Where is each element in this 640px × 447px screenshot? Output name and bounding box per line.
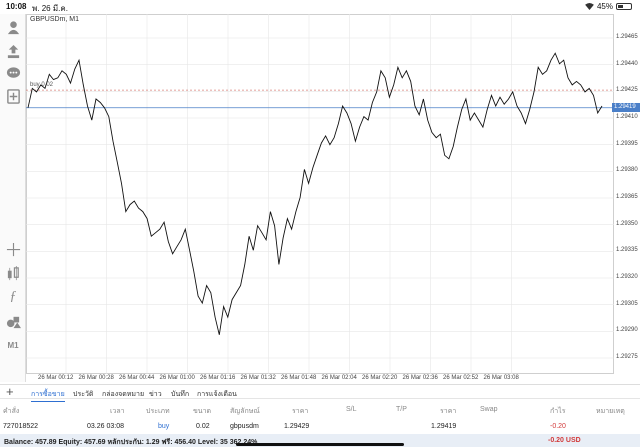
wifi-icon [585, 3, 594, 10]
price-axis: 1.29465 1.29440 1.29425 1.29410 1.29395 1.293… [614, 14, 640, 384]
tab-trade[interactable]: การซื้อขาย [31, 389, 65, 402]
price-tick-label: 1.29410 [616, 114, 638, 120]
order-size: 0.02 [196, 423, 210, 430]
tab-history[interactable]: ประวัติ [73, 391, 94, 398]
balance-row: Balance: 457.89 Equity: 457.69 หลักประกั… [0, 434, 640, 447]
price-tick-label: 1.29465 [616, 34, 638, 40]
col-time: เวลา [110, 408, 125, 415]
time-tick-label: 26 Mar 03:08 [483, 375, 519, 381]
price-tick-label: 1.29365 [616, 194, 638, 200]
col-current-price: ราคา [440, 408, 457, 415]
tab-news[interactable]: ข่าว [149, 391, 162, 398]
order-open-price: 1.29429 [284, 423, 310, 430]
buy-line-label: buy 0.02 [30, 82, 54, 89]
time-axis: 26 Mar 00:12 26 Mar 00:28 26 Mar 00:44 26 M… [26, 373, 640, 383]
col-symbol: สัญลักษณ์ [230, 408, 260, 415]
price-chart[interactable]: GBPUSDm, M1 [26, 14, 614, 384]
col-sl: S/L [346, 406, 357, 413]
time-tick-label: 26 Mar 00:28 [78, 375, 114, 381]
objects-icon[interactable] [4, 312, 22, 330]
balance-summary: Balance: 457.89 Equity: 457.69 หลักประกั… [4, 439, 258, 446]
chart-canvas[interactable] [26, 14, 614, 374]
price-tick-label: 1.29350 [616, 220, 638, 227]
order-symbol: gbpusdm [230, 423, 259, 430]
status-date: พ. 26 มี.ค. [32, 4, 68, 13]
order-profit: -0.20 [550, 423, 566, 430]
order-type: buy [158, 423, 170, 430]
price-tick-label: 1.29320 [616, 274, 638, 280]
col-tp: T/P [396, 406, 407, 413]
price-tick-label: 1.29425 [616, 87, 638, 94]
time-tick-label: 26 Mar 01:00 [159, 375, 195, 381]
col-swap: Swap [480, 406, 498, 413]
tab-journal[interactable]: บันทึก [171, 391, 190, 398]
price-tick-label: 1.29305 [616, 300, 638, 307]
total-profit: -0.20 USD [548, 437, 581, 444]
chart-frame [26, 14, 614, 374]
new-order-icon[interactable] [4, 87, 22, 105]
price-tick-label: 1.29290 [616, 327, 638, 334]
timeframe-button[interactable]: M1 [7, 340, 19, 350]
tab-mailbox[interactable]: กล่องจดหมาย [102, 391, 145, 398]
battery-percent: 45% [596, 2, 613, 11]
status-bar: 10:08 พ. 26 มี.ค. 45% [0, 0, 640, 14]
price-tick-label: 1.29440 [616, 60, 638, 67]
left-toolbar: ƒ M1 [0, 14, 26, 382]
col-comment: หมายเหตุ [596, 408, 625, 415]
price-series-line [27, 52, 603, 335]
status-time: 10:08 [6, 2, 27, 11]
indicators-icon[interactable] [4, 264, 22, 282]
col-type: ประเภท [146, 408, 170, 415]
status-right: 45% [585, 2, 632, 11]
price-tick-label: 1.29275 [616, 354, 638, 360]
order-current-price: 1.29419 [431, 423, 457, 430]
function-icon[interactable]: ƒ [9, 289, 17, 304]
order-time: 03.26 03:08 [87, 423, 124, 430]
current-price-marker: 1.29419 [612, 103, 640, 113]
time-tick-label: 26 Mar 00:44 [119, 375, 155, 381]
col-size: ขนาด [193, 408, 212, 415]
col-profit: กำไร [550, 408, 566, 415]
time-tick-label: 26 Mar 02:20 [362, 375, 398, 381]
time-tick-label: 26 Mar 02:04 [321, 375, 357, 381]
trade-icon[interactable] [4, 42, 22, 60]
price-tick-label: 1.29335 [616, 247, 638, 254]
add-icon[interactable]: + [6, 384, 14, 399]
time-tick-label: 26 Mar 02:52 [443, 375, 479, 381]
crosshair-icon[interactable] [4, 240, 22, 258]
price-tick-label: 1.29395 [616, 140, 638, 147]
chart-symbol-label: GBPUSDm, M1 [30, 16, 80, 23]
tab-alerts[interactable]: การแจ้งเตือน [197, 391, 237, 398]
chat-icon[interactable] [4, 64, 22, 82]
time-tick-label: 26 Mar 01:16 [200, 375, 236, 381]
time-tick-label: 26 Mar 02:36 [402, 375, 438, 381]
price-tick-label: 1.29380 [616, 167, 638, 174]
order-id: 727018522 [3, 423, 39, 430]
col-order: คำสั่ง [3, 408, 20, 415]
time-tick-label: 26 Mar 01:32 [240, 375, 276, 381]
col-price: ราคา [292, 408, 309, 415]
account-icon[interactable] [4, 18, 22, 36]
home-indicator[interactable] [236, 443, 404, 446]
terminal-tabs: + การซื้อขาย ประวัติ กล่องจดหมาย ข่าว บั… [0, 384, 640, 402]
battery-icon [616, 3, 632, 10]
time-tick-label: 26 Mar 00:12 [38, 375, 74, 381]
time-tick-label: 26 Mar 01:48 [281, 375, 317, 381]
